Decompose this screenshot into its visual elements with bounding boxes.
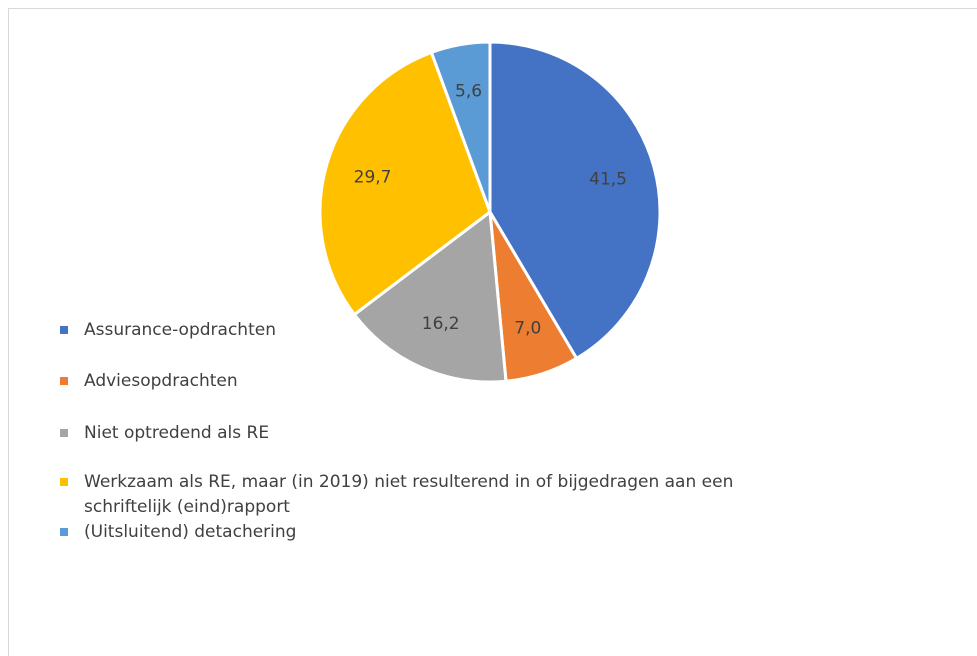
data-label: 41,5: [589, 170, 627, 190]
legend-swatch: [60, 326, 68, 334]
chart-frame: [8, 8, 977, 656]
legend-swatch: [60, 429, 68, 437]
legend-label: Assurance-opdrachten: [84, 320, 276, 340]
legend-label: Werkzaam als RE, maar (in 2019) niet res…: [84, 472, 734, 517]
pie-slice: [488, 40, 662, 361]
legend-label: Niet optredend als RE: [84, 423, 270, 443]
legend-swatch: [60, 377, 68, 385]
pie-slice: [318, 50, 492, 317]
legend-item: Niet optredend als RE: [60, 421, 790, 446]
legend-swatch: [60, 478, 68, 486]
data-label: 7,0: [514, 318, 541, 338]
legend-item: Adviesopdrachten: [60, 369, 790, 394]
data-label: 5,6: [455, 81, 482, 101]
legend-label: Adviesopdrachten: [84, 371, 238, 391]
legend-item: Werkzaam als RE, maar (in 2019) niet res…: [60, 470, 790, 520]
legend-label: (Uitsluitend) detachering: [84, 522, 297, 542]
pie-slice: [352, 209, 508, 384]
data-label: 29,7: [354, 167, 392, 187]
pie-slice: [429, 40, 492, 213]
legend-item: (Uitsluitend) detachering: [60, 520, 790, 545]
legend-swatch: [60, 528, 68, 536]
data-label: 16,2: [422, 314, 460, 334]
legend-item: Assurance-opdrachten: [60, 318, 790, 343]
